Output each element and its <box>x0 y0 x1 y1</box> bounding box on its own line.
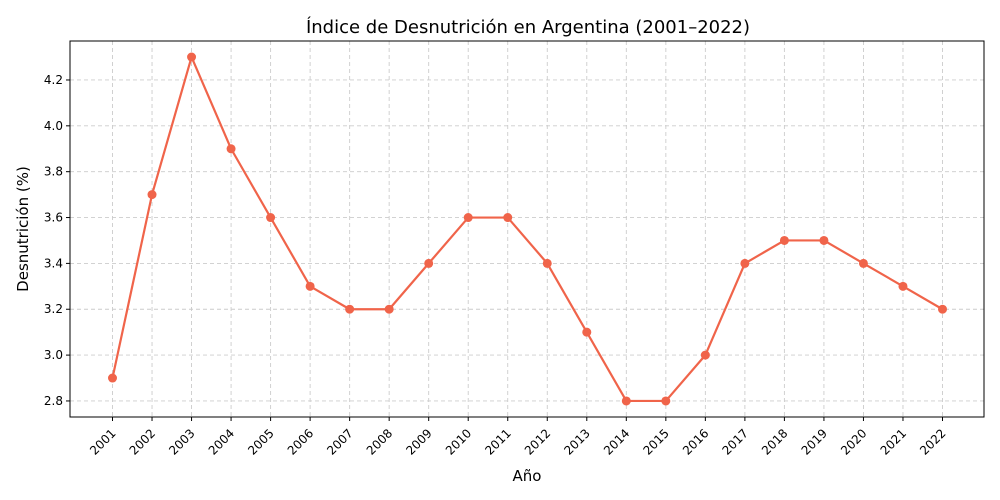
y-tick-label: 3.4 <box>44 256 63 270</box>
x-tick-label: 2020 <box>838 426 869 457</box>
x-tick-label: 2021 <box>878 426 909 457</box>
x-tick-label: 2016 <box>680 426 711 457</box>
y-tick-label: 3.6 <box>44 211 63 225</box>
data-point <box>740 258 750 268</box>
plot-area <box>69 40 985 418</box>
y-tick-label: 3.8 <box>44 165 63 179</box>
data-point <box>542 258 552 268</box>
y-tick-label: 3.2 <box>44 302 63 316</box>
data-point <box>305 281 315 291</box>
data-point <box>187 52 197 62</box>
x-tick-label: 2009 <box>403 426 434 457</box>
series-line <box>111 55 944 403</box>
x-tick-label: 2012 <box>522 426 553 457</box>
x-tick-label: 2008 <box>364 426 395 457</box>
data-point <box>345 304 355 314</box>
x-tick-label: 2011 <box>482 426 513 457</box>
data-point <box>858 258 868 268</box>
x-tick-label: 2010 <box>443 426 474 457</box>
data-point <box>108 373 117 383</box>
y-tick-label: 4.2 <box>44 73 63 87</box>
data-point <box>226 144 236 154</box>
data-point <box>700 350 710 360</box>
data-point <box>582 327 592 337</box>
y-axis-label: Desnutrición (%) <box>14 166 32 292</box>
data-point <box>384 304 394 314</box>
x-tick-label: 2018 <box>759 426 790 457</box>
x-tick-label: 2006 <box>285 426 316 457</box>
data-point <box>938 304 947 314</box>
data-point <box>424 258 434 268</box>
x-tick-label: 2004 <box>206 426 237 457</box>
data-point <box>779 235 789 245</box>
x-tick-label: 2005 <box>245 426 276 457</box>
x-tick-label: 2014 <box>601 426 632 457</box>
data-point <box>463 213 473 223</box>
x-tick-label: 2002 <box>127 426 158 457</box>
x-tick-label: 2013 <box>561 426 592 457</box>
y-tick-label: 4.0 <box>44 119 63 133</box>
y-tick-label: 2.8 <box>44 394 63 408</box>
x-tick-label: 2017 <box>720 426 751 457</box>
x-tick-label: 2019 <box>799 426 830 457</box>
data-point <box>661 396 671 406</box>
data-point <box>621 396 631 406</box>
data-point <box>266 213 276 223</box>
series-line-group <box>108 52 947 406</box>
x-tick-label: 2015 <box>640 426 671 457</box>
data-point <box>503 213 513 223</box>
x-tick-label: 2007 <box>324 426 355 457</box>
x-axis: 2001 2002 2003 2004 2005 2006 2007 2008 2009 2010… <box>87 417 949 458</box>
data-point <box>898 281 908 291</box>
grid-lines <box>70 41 984 417</box>
x-tick-label: 2001 <box>87 426 118 457</box>
x-tick-label: 2003 <box>166 426 197 457</box>
chart-title: Índice de Desnutrición en Argentina (200… <box>306 16 750 38</box>
y-axis: 2.8 3.0 3.2 3.4 3.6 3.8 4.0 4.2 <box>44 73 70 408</box>
x-axis-label: Año <box>513 467 542 485</box>
x-tick-label: 2022 <box>917 426 948 457</box>
y-tick-label: 3.0 <box>44 348 63 362</box>
data-point <box>147 190 157 200</box>
data-point <box>819 235 829 245</box>
